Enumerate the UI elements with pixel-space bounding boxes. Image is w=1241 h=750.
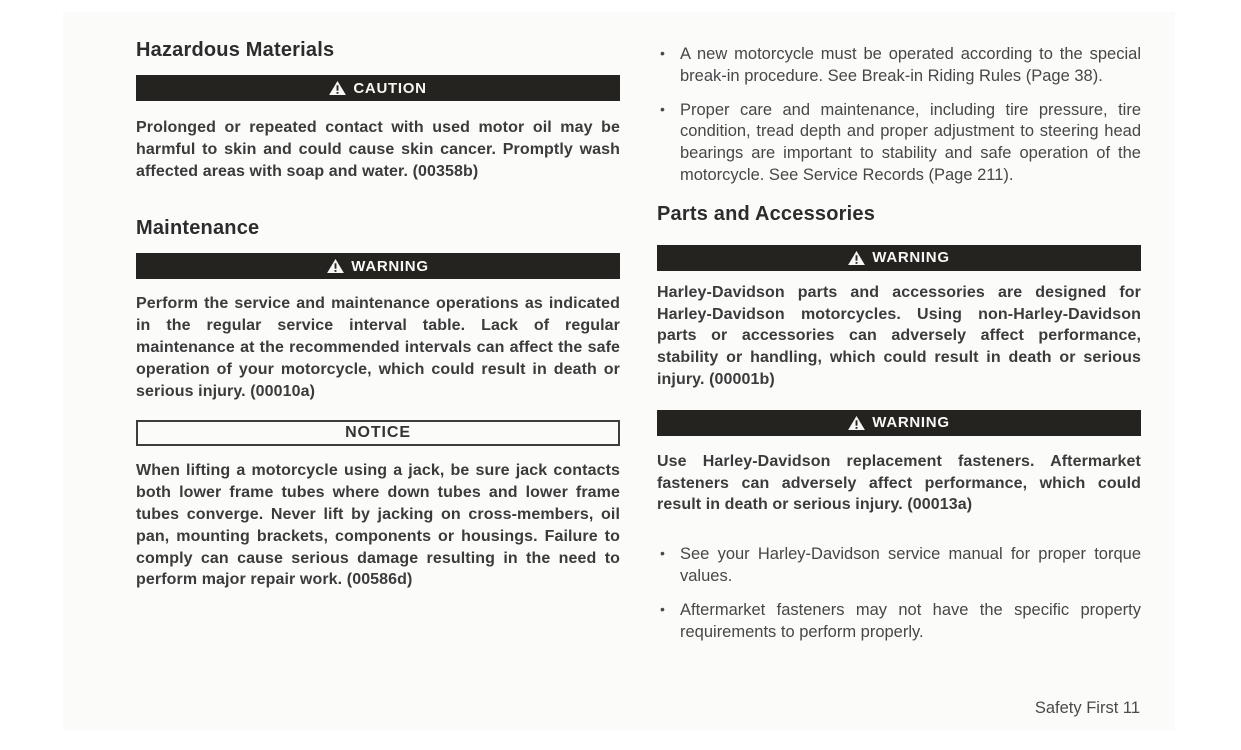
warning-body-maintenance: Perform the service and maintenance oper… [136, 295, 620, 400]
section-heading-hazardous-materials: Hazardous Materials [136, 39, 335, 61]
caution-bar: CAUTION [136, 75, 620, 101]
warning-label: WARNING [872, 249, 950, 267]
warning-triangle-icon [327, 259, 345, 274]
warning-bar-maintenance: WARNING [136, 253, 620, 280]
warning-body-parts-2: Use Harley-Davidson replacement fastener… [657, 452, 1141, 514]
bullet-text: Aftermarket fasteners may not have the s… [680, 600, 1141, 641]
bullet-text: Proper care and maintenance, including t… [680, 100, 1141, 184]
list-item: • A new motorcycle must be operated acco… [657, 44, 1141, 88]
warning-triangle-icon [848, 415, 866, 430]
caution-label: CAUTION [353, 79, 427, 97]
bullet-text: See your Harley-Davidson service manual … [680, 545, 1141, 585]
warning-bar-parts-2: WARNING [657, 409, 1141, 436]
notice-body-text: When lifting a motorcycle using a jack, … [136, 462, 620, 589]
manual-page: Hazardous Materials CAUTION Prolonged or… [63, 12, 1175, 731]
warning-label: WARNING [872, 414, 950, 432]
page-columns: Hazardous Materials CAUTION Prolonged or… [63, 12, 1175, 655]
list-item: • Aftermarket fasteners may not have the… [657, 600, 1141, 644]
bullet-text: A new motorcycle must be operated accord… [680, 45, 1141, 85]
column-left: Hazardous Materials CAUTION Prolonged or… [136, 40, 620, 655]
list-item: • See your Harley-Davidson service manua… [657, 544, 1141, 588]
column-right: • A new motorcycle must be operated acco… [657, 40, 1141, 655]
bullet-list-top: • A new motorcycle must be operated acco… [657, 44, 1141, 187]
warning-bar-parts-1: WARNING [657, 244, 1141, 271]
notice-box: NOTICE [136, 420, 620, 447]
caution-body-text: Prolonged or repeated contact with used … [136, 119, 620, 180]
notice-label: NOTICE [345, 424, 411, 442]
warning-triangle-icon [848, 250, 866, 265]
list-item: • Proper care and maintenance, including… [657, 100, 1141, 187]
section-heading-parts-accessories: Parts and Accessories [657, 202, 876, 225]
page-footer: Safety First 11 [1034, 699, 1140, 717]
section-heading-maintenance: Maintenance [136, 217, 260, 240]
warning-triangle-icon [329, 81, 347, 95]
bullet-marker: • [660, 600, 665, 617]
warning-body-parts-1: Harley-Davidson parts and accessories ar… [657, 283, 1141, 388]
bullet-marker: • [660, 545, 665, 562]
bullet-marker: • [660, 100, 665, 117]
bullet-list-bottom: • See your Harley-Davidson service manua… [657, 544, 1141, 643]
warning-label: WARNING [351, 257, 429, 275]
bullet-marker: • [660, 45, 665, 61]
